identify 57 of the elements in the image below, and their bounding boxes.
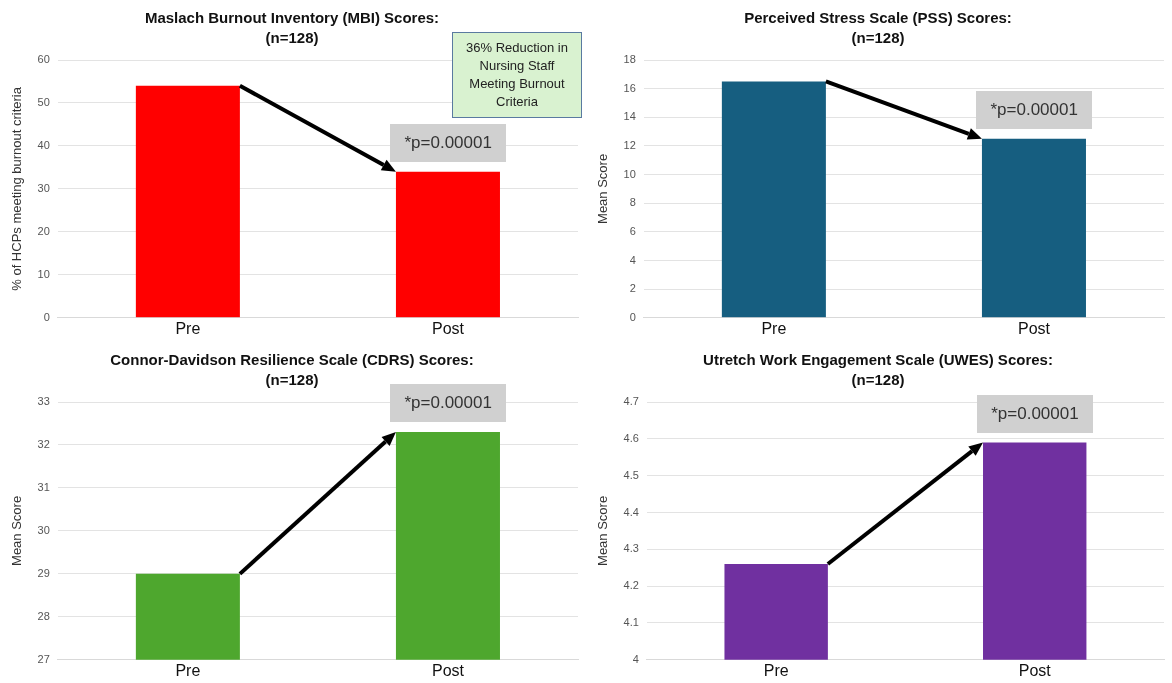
y-tick-label: 4.7 (623, 395, 639, 408)
y-tick-label: 4 (632, 652, 639, 665)
chart-subtitle: (n=128) (851, 29, 905, 47)
y-tick-label: 4.4 (623, 505, 639, 518)
y-tick-label: 6 (629, 224, 636, 237)
y-tick-label: 4.2 (623, 579, 639, 592)
y-tick-label: 2 (629, 282, 636, 295)
annotation: 36% Reduction in Nursing Staff Meeting Burnout Criteria (452, 32, 582, 118)
annotation: *p=0.00001 (390, 384, 506, 423)
chart-title: Maslach Burnout Inventory (MBI) Scores: (144, 9, 440, 27)
y-tick-label: 40 (37, 138, 50, 151)
y-axis-title: Mean Score (9, 495, 25, 566)
chart-title: Utretch Work Engagement Scale (UWES) Scores: (703, 351, 1053, 369)
y-tick-label: 29 (37, 566, 50, 579)
annotation: *p=0.00001 (976, 90, 1092, 129)
annotation: *p=0.00001 (390, 123, 506, 162)
chart-title: Perceived Stress Scale (PSS) Scores: (744, 9, 1012, 27)
y-axis-title: Mean Score (595, 153, 611, 224)
y-tick-label: 16 (623, 81, 636, 94)
y-tick-label: 10 (623, 167, 636, 180)
x-tick-label: Post (431, 661, 465, 679)
x-tick-label: Pre (761, 319, 787, 337)
y-tick-label: 4.6 (623, 431, 639, 444)
y-tick-label: 50 (37, 96, 50, 108)
x-tick-label: Pre (175, 319, 201, 337)
x-tick-label: Pre (763, 661, 789, 679)
y-tick-label: 33 (37, 395, 50, 408)
y-tick-label: 10 (37, 267, 50, 280)
y-tick-label: 20 (37, 224, 50, 237)
x-tick-label: Post (1018, 661, 1052, 679)
y-tick-label: 0 (629, 310, 636, 323)
y-tick-label: 4.1 (623, 616, 639, 628)
x-tick-label: Pre (175, 661, 201, 679)
annotation: *p=0.00001 (977, 394, 1093, 433)
x-tick-label: Post (431, 319, 465, 337)
y-tick-label: 14 (623, 110, 636, 123)
y-tick-label: 60 (37, 53, 50, 66)
y-tick-label: 4.3 (623, 542, 639, 555)
y-tick-label: 12 (623, 138, 636, 151)
y-tick-label: 30 (37, 523, 50, 536)
y-axis-title: % of HCPs meeting burnout criteria (9, 86, 25, 291)
y-axis-title: Mean Score (595, 495, 611, 566)
y-tick-label: 27 (37, 652, 50, 665)
y-tick-label: 18 (623, 53, 636, 66)
chart-subtitle: (n=128) (265, 371, 319, 389)
y-tick-label: 32 (37, 438, 50, 450)
y-tick-label: 4 (629, 253, 636, 266)
y-tick-label: 28 (37, 609, 50, 622)
y-tick-label: 30 (37, 181, 50, 194)
y-tick-label: 4.5 (623, 468, 639, 481)
y-tick-label: 31 (37, 480, 50, 493)
y-tick-label: 8 (629, 196, 636, 209)
chart-subtitle: (n=128) (851, 371, 905, 389)
y-tick-label: 0 (43, 310, 50, 323)
chart-title: Connor-Davidson Resilience Scale (CDRS) Scores: (110, 351, 474, 369)
chart-subtitle: (n=128) (265, 29, 319, 47)
x-tick-label: Post (1017, 319, 1051, 337)
